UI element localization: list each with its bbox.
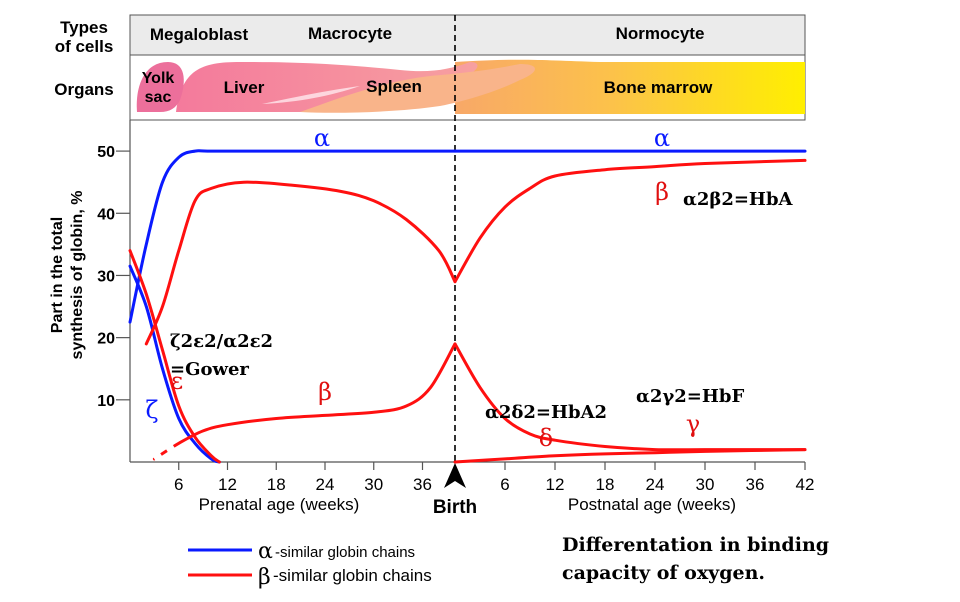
y-tick-label: 50 (97, 144, 115, 161)
beta-prenatal-label: β (318, 378, 332, 406)
zeta-label: ζ (145, 396, 158, 424)
alpha-postnatal-label: α (654, 124, 670, 152)
x-tick-label-postnatal: 6 (500, 475, 509, 494)
beta-postnatal-label: β (655, 178, 669, 206)
cell-type-macrocyte: Macrocyte (308, 24, 392, 43)
note-line2: capacity of oxygen. (562, 562, 765, 584)
x-tick-label-prenatal: 12 (218, 475, 237, 494)
y-tick-label: 10 (97, 393, 115, 410)
series-line-delta-postnatal (453, 448, 807, 464)
y-tick-label: 40 (97, 206, 115, 223)
x-tick-label-postnatal: 24 (646, 475, 665, 494)
organ-yolk-line1: Yolk (142, 70, 175, 87)
legend-alpha-text: -similar globin chains (275, 544, 415, 561)
gamma-dash-mask (153, 441, 180, 461)
hbf-label: α2γ2=HbF (636, 386, 744, 407)
cell-types-band (129, 14, 806, 56)
legend-beta-text: -similar globin chains (273, 566, 432, 585)
organ-bone-marrow: Bone marrow (604, 78, 713, 97)
series-line-gamma-prenatal (152, 342, 457, 461)
axis-ticks: 10 20 30 40 50 6 12 18 24 30 36 6 12 18 24 30 36 42 (97, 144, 814, 494)
organ-shapes (136, 59, 805, 114)
postnatal-axis-label: Postnatal age (weeks) (568, 495, 736, 514)
types-label-line2: of cells (55, 37, 114, 56)
legend: α -similar globin chains β -similar glob… (188, 539, 432, 590)
epsilon-label: ε (171, 367, 183, 395)
x-tick-label-postnatal: 36 (746, 475, 765, 494)
cell-type-megaloblast: Megaloblast (150, 25, 249, 44)
series-line-epsilon-prenatal (128, 249, 221, 464)
prenatal-axis-label: Prenatal age (weeks) (199, 495, 360, 514)
x-tick-label-prenatal: 18 (267, 475, 286, 494)
x-tick-label-prenatal: 30 (364, 475, 383, 494)
organ-yolk-line2: sac (145, 89, 172, 106)
x-tick-label-prenatal: 36 (413, 475, 432, 494)
x-tick-label-postnatal: 42 (796, 475, 815, 494)
gamma-label: γ (686, 410, 700, 438)
organ-liver: Liver (224, 78, 265, 97)
x-tick-label-postnatal: 18 (596, 475, 615, 494)
series-line-alpha-prenatal (128, 149, 457, 324)
series-line-zeta-prenatal (128, 264, 221, 464)
legend-alpha-symbol: α (258, 539, 273, 564)
series-line-gamma-postnatal (453, 342, 807, 452)
organs-label: Organs (54, 80, 114, 99)
legend-beta-symbol: β (258, 565, 271, 590)
gower-label-line2: =Gower (170, 359, 249, 380)
hba-label: α2β2=HbA (683, 189, 794, 210)
curves (128, 149, 807, 464)
y-tick-label: 20 (97, 331, 115, 348)
types-label-line1: Types (60, 18, 108, 37)
birth-label: Birth (433, 497, 477, 518)
y-axis-title-line2: synthesis of globin, % (69, 191, 86, 360)
hba2-label: α2δ2=HbA2 (485, 402, 607, 423)
alpha-prenatal-label: α (314, 124, 330, 152)
note-line1: Differentation in binding (562, 534, 829, 556)
series-line-beta-postnatal (453, 158, 807, 284)
birth-arrow-icon (444, 463, 466, 488)
series-line-beta-early-prenatal (144, 180, 457, 346)
x-tick-label-prenatal: 24 (316, 475, 335, 494)
gower-label-line1: ζ2ε2/α2ε2 (170, 331, 273, 352)
y-tick-label: 30 (97, 268, 115, 285)
x-tick-label-postnatal: 12 (546, 475, 565, 494)
x-tick-label-prenatal: 6 (174, 475, 183, 494)
delta-label: δ (539, 424, 553, 452)
x-tick-label-postnatal: 30 (696, 475, 715, 494)
organ-spleen: Spleen (366, 77, 422, 96)
y-axis-title-line1: Part in the total (49, 217, 66, 333)
cell-type-normocyte: Normocyte (616, 24, 705, 43)
